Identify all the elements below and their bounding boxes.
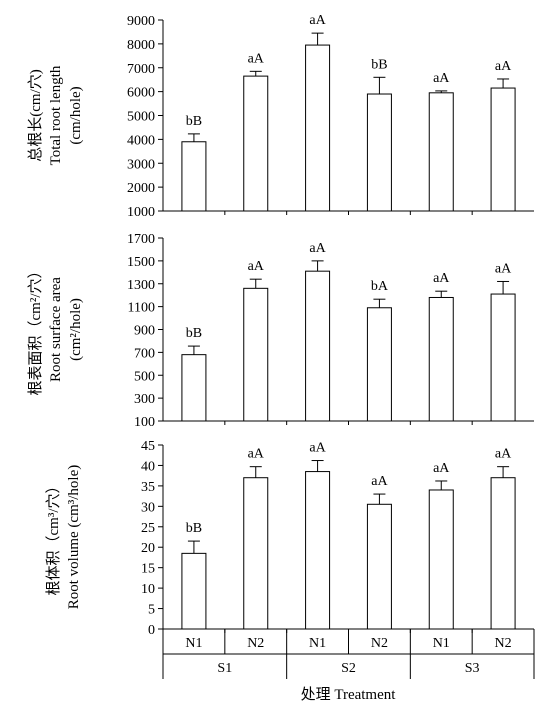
- category-label: N1: [185, 636, 202, 651]
- y-tick-label: 7000: [127, 62, 155, 77]
- bar: [366, 307, 392, 422]
- x-axis: N1 N2 N1 N2 N1 N2 S1 S2 S3: [162, 629, 535, 679]
- bar: [181, 354, 207, 422]
- bar: [366, 93, 392, 212]
- data-label: aA: [309, 13, 326, 28]
- y-axis-label: (cm²/hole): [68, 298, 84, 361]
- y-axis-label: Root surface area: [48, 277, 64, 382]
- y-tick-label: 1100: [128, 301, 155, 316]
- data-label: bB: [371, 57, 387, 72]
- y-axis-label: Total root length: [48, 65, 64, 165]
- bar: [366, 503, 392, 630]
- y-tick-label: 2000: [127, 181, 155, 196]
- data-label: aA: [309, 441, 326, 456]
- data-label: aA: [433, 71, 450, 86]
- data-label: aA: [309, 241, 326, 256]
- group-label: S3: [465, 661, 480, 676]
- category-label: N1: [433, 636, 450, 651]
- data-label: aA: [495, 447, 512, 462]
- data-label: bB: [186, 326, 202, 341]
- y-axis-label: (cm/hole): [68, 86, 84, 144]
- bar: [490, 87, 516, 212]
- data-label: bB: [186, 114, 202, 129]
- y-tick-label: 1500: [127, 255, 155, 270]
- bar: [490, 293, 516, 422]
- y-tick-label: 0: [148, 623, 155, 638]
- y-axis-label: Root volume (cm³/hole): [66, 465, 82, 609]
- bar: [181, 552, 207, 630]
- y-tick-label: 500: [134, 369, 155, 384]
- bar: [305, 471, 331, 630]
- panel-1: 1000 2000 3000 4000 5000 6000 7000 8000 9000 总根长(…: [27, 13, 534, 220]
- y-tick-label: 900: [134, 324, 155, 339]
- bar: [243, 287, 269, 422]
- y-tick-label: 6000: [127, 86, 155, 101]
- y-tick-label: 3000: [127, 157, 155, 172]
- bar: [428, 489, 454, 630]
- y-tick-label: 40: [141, 459, 155, 474]
- bar: [181, 141, 207, 212]
- bar: [305, 44, 331, 212]
- y-tick-label: 15: [141, 562, 155, 577]
- y-tick-label: 1300: [127, 278, 155, 293]
- panel-2: 100 300 500 700 900 1100 1300 1500 1700 根表面积（cm²/…: [27, 232, 534, 430]
- bar: [428, 92, 454, 212]
- y-tick-label: 5000: [127, 110, 155, 125]
- data-label: aA: [433, 271, 450, 286]
- data-label: aA: [248, 447, 265, 462]
- bar: [243, 477, 269, 630]
- category-label: N2: [371, 636, 388, 651]
- bar: [490, 477, 516, 630]
- y-tick-label: 9000: [127, 14, 155, 29]
- data-label: aA: [495, 59, 512, 74]
- y-tick-label: 25: [141, 521, 155, 536]
- panels: 100020003000400050006000700080009000总根长(…: [27, 13, 534, 638]
- y-tick-label: 5: [148, 603, 155, 618]
- data-label: bB: [186, 521, 202, 536]
- y-tick-label: 4000: [127, 133, 155, 148]
- x-axis-title: 处理 Treatment: [301, 686, 397, 703]
- y-tick-label: 1700: [127, 232, 155, 247]
- data-label: aA: [248, 51, 265, 66]
- y-tick-label: 300: [134, 392, 155, 407]
- bar: [243, 75, 269, 212]
- y-tick-label: 45: [141, 439, 155, 454]
- y-tick-label: 700: [134, 346, 155, 361]
- bar: [305, 270, 331, 422]
- panel-3: 0 5 10 15 20 25 30 35 40 45 根体积（cm³/穴） Root volume …: [45, 439, 534, 638]
- category-label: N2: [495, 636, 512, 651]
- y-tick-label: 100: [134, 415, 155, 430]
- data-label: bA: [371, 279, 389, 294]
- y-axis-label: 根体积（cm³/穴）: [45, 479, 62, 596]
- y-tick-label: 1000: [127, 205, 155, 220]
- data-label: aA: [371, 474, 388, 489]
- group-label: S2: [341, 661, 356, 676]
- y-tick-label: 10: [141, 582, 155, 597]
- y-tick-label: 8000: [127, 38, 155, 53]
- data-label: aA: [433, 461, 450, 476]
- data-label: aA: [495, 261, 512, 276]
- y-axis-label: 根表面积（cm²/穴）: [27, 264, 44, 396]
- category-label: N1: [309, 636, 326, 651]
- bar: [428, 296, 454, 422]
- data-label: aA: [248, 259, 265, 274]
- y-tick-label: 35: [141, 480, 155, 495]
- y-axis-label: 总根长(cm/穴): [27, 69, 44, 161]
- category-label: N2: [247, 636, 264, 651]
- y-tick-label: 20: [141, 541, 155, 556]
- y-tick-label: 30: [141, 500, 155, 515]
- group-label: S1: [217, 661, 232, 676]
